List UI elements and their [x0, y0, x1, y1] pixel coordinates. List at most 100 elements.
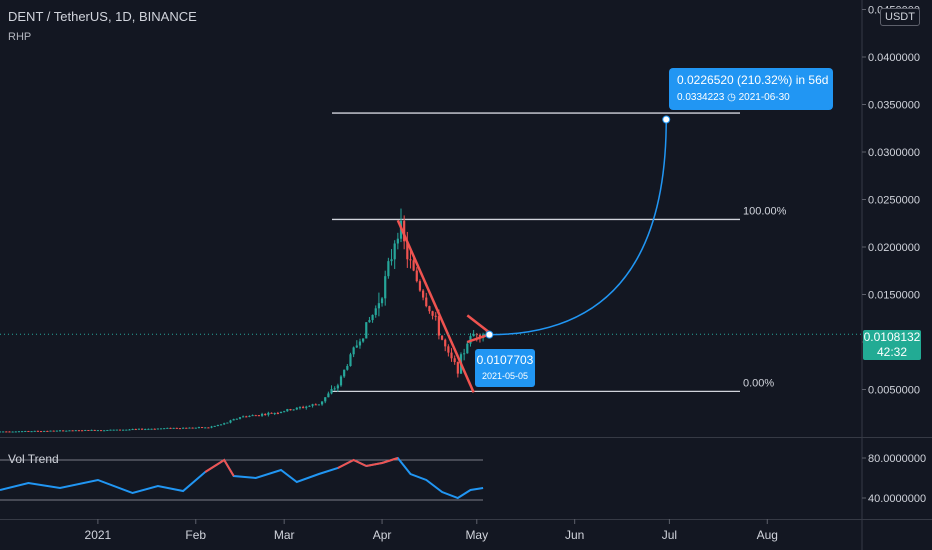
indicator-label: RHP [8, 31, 32, 43]
candle-body [99, 430, 103, 432]
candle-body [428, 306, 431, 312]
volume-panel-label: Vol Trend [8, 452, 59, 466]
candle-body [371, 314, 374, 321]
candle-body [302, 407, 305, 409]
time-tick-label: Aug [757, 528, 778, 542]
candle-body [374, 308, 377, 315]
candle-body [172, 427, 175, 429]
candle-body [355, 345, 358, 348]
candle-body [384, 276, 387, 299]
candle-body [377, 303, 381, 309]
candle-body [333, 388, 336, 390]
price-tick-label: 0.0350000 [868, 100, 920, 112]
candle-body [308, 405, 311, 407]
candle-body [264, 414, 267, 416]
candle-body [153, 428, 156, 430]
time-tick-label: Feb [185, 528, 206, 542]
candle-body [20, 431, 24, 433]
candle-body [422, 290, 425, 298]
fib-levels: 0.00%100.00%161.80% [332, 99, 787, 393]
trend-line [396, 219, 475, 393]
candle-body [8, 431, 11, 433]
candle-body [229, 420, 232, 423]
candle-body [2, 431, 5, 433]
candle-body [112, 429, 115, 431]
candle-body [0, 431, 2, 433]
candle-body [43, 430, 46, 432]
vol-tick-label: 80.0000000 [868, 453, 926, 465]
fib-level-label: 100.00% [743, 205, 787, 217]
price-axis-bg [862, 0, 932, 550]
price-tick-label: 0.0400000 [868, 52, 920, 64]
candle-body [273, 413, 276, 415]
candle-body [245, 416, 248, 418]
candle-body [194, 427, 197, 429]
candle-body [466, 343, 469, 354]
candle-body [115, 429, 118, 431]
projection [485, 115, 671, 339]
candle-body [260, 414, 264, 416]
candle-body [286, 409, 289, 412]
candle-body [55, 430, 58, 432]
candle-body [248, 415, 251, 417]
candle-body [77, 430, 81, 432]
candle-body [52, 430, 55, 432]
candle-body [80, 430, 84, 432]
candle-body [68, 430, 71, 432]
candle-body [320, 401, 324, 405]
candle-body [87, 430, 90, 432]
candle-body [46, 430, 49, 432]
projection-target: 0.0334223 ◷ 2021-06-30 [677, 92, 790, 103]
candle-body [210, 426, 213, 428]
candle-body [39, 431, 43, 433]
candle-body [242, 416, 245, 418]
candle-body [200, 427, 204, 429]
candle-body [437, 316, 440, 336]
candle-body [472, 334, 475, 337]
candle-body [147, 428, 150, 430]
candle-body [122, 429, 125, 431]
projection-target-price: 0.0334223 [677, 92, 725, 103]
candle-body [324, 397, 327, 402]
candle-body [62, 430, 65, 432]
candle-body [30, 431, 33, 433]
candle-body [289, 409, 292, 411]
candle-body [58, 430, 62, 432]
currency-badge[interactable]: USDT [880, 8, 920, 26]
candle-body [418, 281, 422, 291]
fib-level-label: 0.00% [743, 377, 774, 389]
trend-lines [0, 219, 862, 393]
candle-body [96, 430, 99, 432]
candle-body [396, 238, 399, 244]
current-price-value: 0.0108132 [863, 330, 921, 344]
candle-body [175, 427, 178, 429]
candle-body [118, 429, 122, 431]
candle-body [450, 352, 453, 359]
vol-trend-series [0, 456, 484, 500]
candle-body [267, 412, 270, 415]
candle-body [216, 425, 219, 427]
time-tick-label: Jul [662, 528, 677, 542]
candle-body [352, 347, 355, 355]
candle-body [128, 429, 131, 431]
candle-body [434, 315, 437, 317]
candle-body [219, 424, 223, 426]
bar-countdown: 42:32 [876, 345, 908, 359]
vol-trend-highlight [204, 458, 235, 477]
vol-tick-label: 40.0000000 [868, 493, 926, 505]
projection-tooltip: 0.0226520 (210.32%) in 56d 0.0334223 ◷ 2… [669, 68, 833, 110]
start-date: 2021-05-05 [481, 371, 529, 381]
candle-body [311, 404, 314, 406]
candle-body [74, 430, 77, 432]
candle-body [24, 430, 27, 432]
vol-trend-highlight [366, 457, 399, 467]
trend-line [466, 314, 491, 334]
candle-body [17, 431, 21, 433]
candle-body [368, 320, 371, 323]
candle-body [232, 419, 235, 421]
vol-trend-highlight [337, 458, 367, 469]
candle-body [191, 427, 194, 429]
price-tick-label: 0.0150000 [868, 290, 920, 302]
candle-body [125, 429, 128, 431]
